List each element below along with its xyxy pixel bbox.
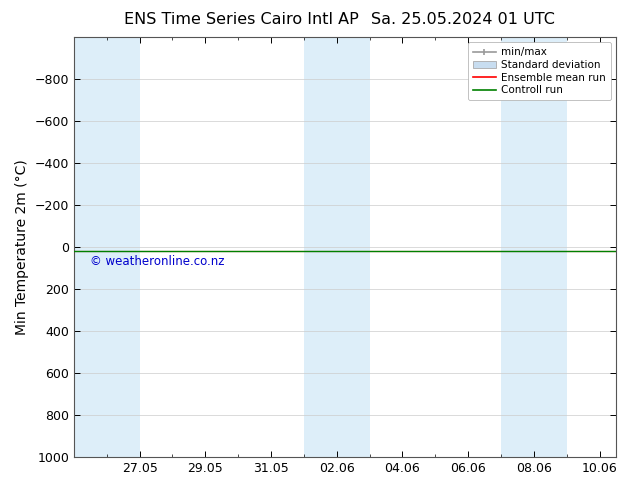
Bar	[304, 37, 370, 457]
Legend: min/max, Standard deviation, Ensemble mean run, Controll run: min/max, Standard deviation, Ensemble me…	[467, 42, 611, 100]
Bar	[74, 37, 139, 457]
Bar	[501, 37, 567, 457]
Y-axis label: Min Temperature 2m (°C): Min Temperature 2m (°C)	[15, 159, 29, 335]
Text: Sa. 25.05.2024 01 UTC: Sa. 25.05.2024 01 UTC	[371, 12, 555, 27]
Text: ENS Time Series Cairo Intl AP: ENS Time Series Cairo Intl AP	[124, 12, 358, 27]
Text: © weatheronline.co.nz: © weatheronline.co.nz	[90, 255, 224, 269]
